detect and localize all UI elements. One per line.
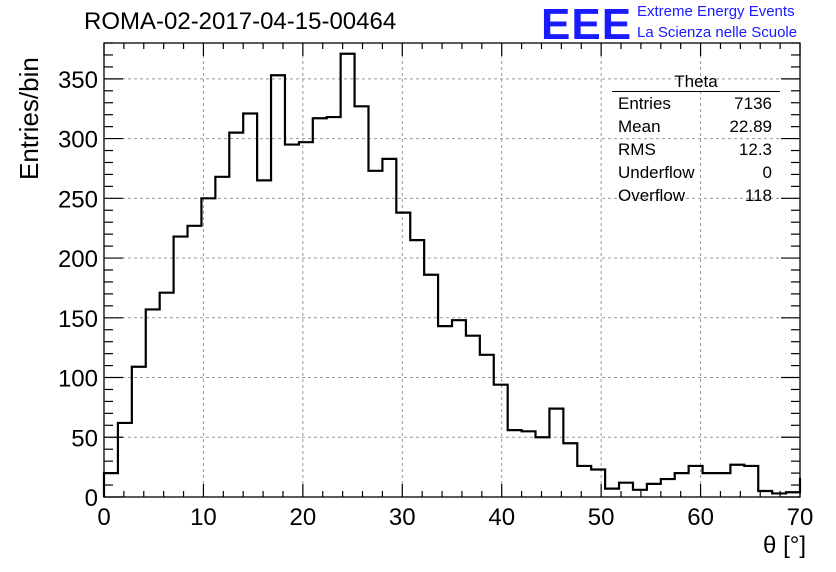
histogram-bin: [703, 473, 717, 497]
histogram-bin: [327, 117, 341, 497]
histogram-bin: [396, 213, 410, 497]
x-tick-label: 50: [588, 504, 615, 531]
histogram-bin: [536, 437, 550, 497]
histogram-bin: [591, 470, 605, 497]
histogram-bin: [229, 133, 243, 497]
histogram-bin: [118, 423, 132, 497]
histogram-bin: [689, 466, 703, 497]
histogram-bin: [452, 320, 466, 497]
y-tick-label: 200: [58, 246, 98, 273]
histogram-bin: [146, 309, 160, 497]
histogram-bin: [661, 479, 675, 497]
histogram-bin: [201, 198, 215, 497]
logo-text-line2: La Scienza nelle Scuole: [637, 24, 798, 41]
histogram-bin: [577, 466, 591, 497]
x-tick-label: 10: [190, 504, 217, 531]
histogram-bin: [160, 293, 174, 497]
histogram-bin: [424, 275, 438, 497]
histogram-bin: [730, 465, 744, 497]
y-tick-label: 150: [58, 306, 98, 333]
histogram-bin: [716, 473, 730, 497]
histogram-bin: [647, 484, 661, 497]
histogram-bin: [382, 159, 396, 497]
stats-label: Underflow: [618, 163, 695, 182]
histogram-bin: [605, 489, 619, 497]
y-tick-label: 250: [58, 186, 98, 213]
histogram-bin: [271, 75, 285, 497]
stats-label: Overflow: [618, 186, 686, 205]
histogram-bin: [285, 145, 299, 497]
x-tick-label: 70: [787, 504, 814, 531]
stats-label: Entries: [618, 94, 671, 113]
y-axis-label: Entries/bin: [14, 57, 44, 180]
histogram-bin: [522, 431, 536, 497]
stats-value: 0: [762, 163, 772, 182]
chart-title: ROMA-02-2017-04-15-00464: [84, 8, 397, 35]
grid-lines: [104, 43, 800, 497]
histogram-bin: [174, 237, 188, 497]
y-tick-label: 100: [58, 366, 98, 393]
stats-value: 12.3: [738, 140, 772, 159]
histogram-bin: [188, 226, 202, 497]
stats-value: 22.89: [729, 117, 772, 136]
histogram-bin: [368, 171, 382, 497]
y-tick-label: 300: [58, 127, 98, 154]
histogram-bin: [215, 177, 229, 497]
histogram-bin: [341, 54, 355, 497]
x-tick-label: 30: [389, 504, 416, 531]
histogram-bin: [619, 483, 633, 497]
stats-value: 7136: [734, 94, 772, 113]
y-tick-label: 350: [58, 67, 98, 94]
logo-text-line1: Extreme Energy Events: [637, 3, 795, 20]
histogram-bin: [243, 113, 257, 497]
histogram-bin: [313, 118, 327, 497]
stats-divider: [612, 91, 780, 92]
x-axis-label: θ [°]: [763, 532, 806, 559]
stats-label: Mean: [618, 117, 661, 136]
x-tick-label: 0: [97, 504, 110, 531]
y-tick-label: 0: [85, 485, 98, 512]
stats-title: Theta: [674, 72, 718, 91]
tick-marks: [103, 42, 801, 498]
histogram-bin: [508, 430, 522, 497]
histogram-outline: [102, 52, 802, 497]
histogram-bin: [494, 385, 508, 497]
histogram-bin: [132, 367, 146, 497]
histogram-bin: [438, 326, 452, 497]
histogram-bin: [104, 473, 118, 497]
histogram-bin: [355, 106, 369, 497]
histogram-bars: [102, 52, 802, 497]
histogram-bin: [480, 355, 494, 497]
x-tick-label: 60: [687, 504, 714, 531]
histogram-bin: [410, 240, 424, 497]
stats-label: RMS: [618, 140, 656, 159]
x-tick-label: 20: [290, 504, 317, 531]
tick-labels: 0 10 20 30 40 50 60 70 0 50 100 150 200 250 300 350: [58, 67, 813, 531]
histogram-bin: [466, 336, 480, 497]
histogram-bin: [744, 466, 758, 497]
eee-logo: EEE: [541, 0, 633, 49]
y-tick-label: 50: [71, 425, 98, 452]
histogram-bin: [675, 473, 689, 497]
x-tick-label: 40: [488, 504, 515, 531]
stats-value: 118: [744, 186, 772, 205]
histogram-bin: [549, 409, 563, 497]
histogram-bin: [563, 443, 577, 497]
histogram-bin: [299, 142, 313, 497]
histogram-bin: [257, 180, 271, 497]
